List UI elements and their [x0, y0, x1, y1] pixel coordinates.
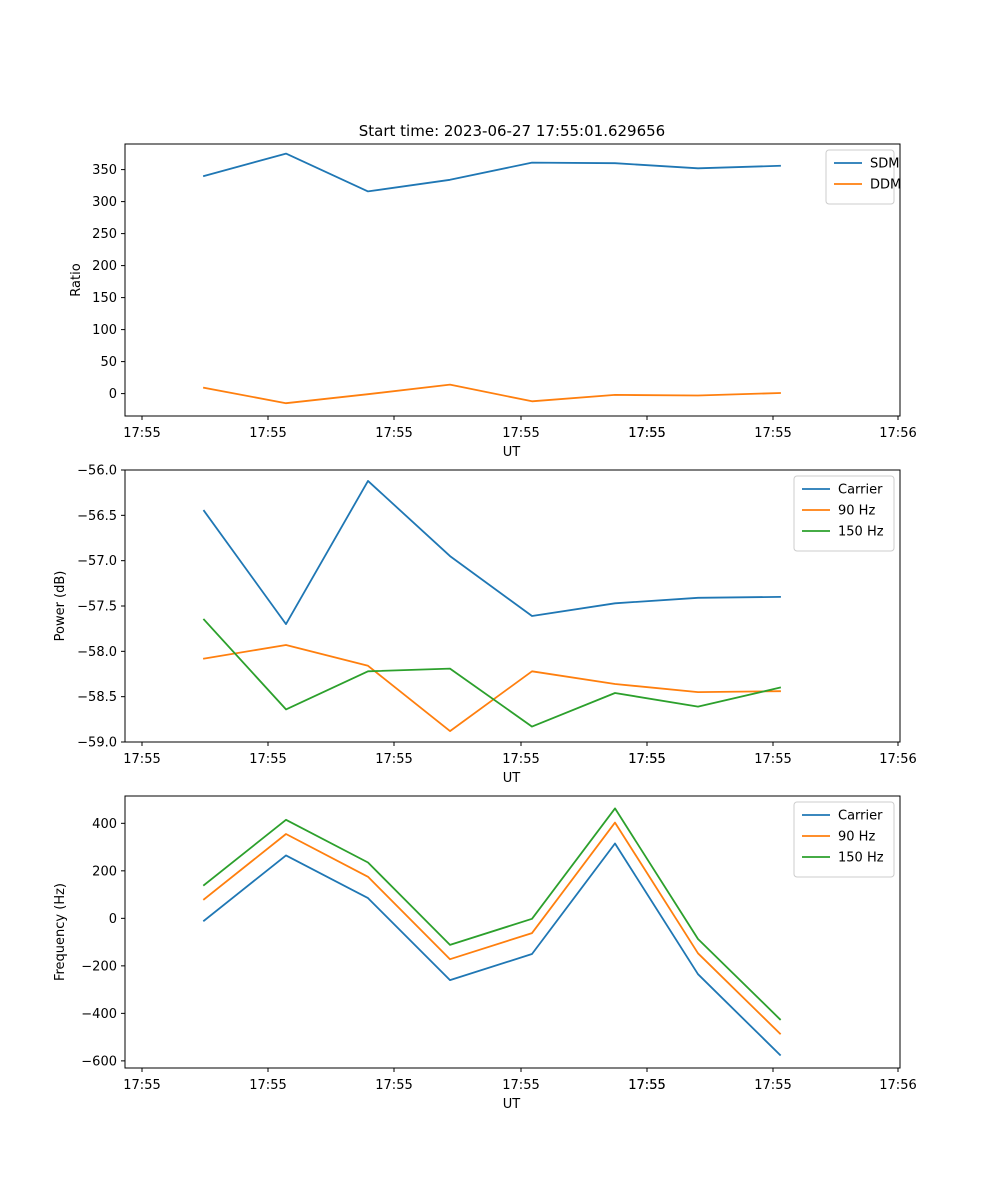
x-tick-label: 17:55: [628, 752, 665, 767]
subplot-3: −600 −400 −200 0 200 400 17:55 17:55 17:55 17:55 1…: [53, 795, 917, 1112]
x-tick-label: 17:56: [879, 752, 916, 767]
legend: Carrier 90 Hz 150 Hz: [793, 475, 895, 552]
y-tick-label: −57.0: [77, 554, 117, 569]
legend-entry-label: 150 Hz: [838, 851, 884, 866]
x-tick-label: 17:55: [249, 752, 286, 767]
subplot-2: −59.0 −58.5 −58.0 −57.5 −57.0 −56.5 −56.0 17:55…: [53, 464, 917, 787]
x-tick-label: 17:55: [628, 426, 665, 441]
x-tick-label: 17:55: [375, 752, 412, 767]
y-tick-label: 150: [92, 291, 117, 306]
y-tick-label: 0: [109, 387, 117, 402]
x-tick-label: 17:55: [502, 752, 539, 767]
legend-entry-label: 90 Hz: [838, 830, 875, 845]
series-line-90-hz: [202, 821, 782, 1035]
legend-box: [793, 475, 895, 552]
series-line-ddm: [202, 383, 781, 405]
x-axis-label: UT: [503, 445, 521, 460]
x-tick-label: 17:55: [754, 1078, 791, 1093]
x-tick-label: 17:55: [249, 426, 286, 441]
legend-entry-label: DDM: [870, 178, 901, 193]
x-tick-label: 17:55: [754, 752, 791, 767]
x-axis-label: UT: [503, 771, 521, 786]
x-tick-label: 17:55: [123, 426, 160, 441]
y-axis-label: Frequency (Hz): [53, 883, 68, 981]
y-tick-label: 350: [92, 163, 117, 178]
y-tick-label: 300: [92, 195, 117, 210]
x-tick-label: 17:55: [628, 1078, 665, 1093]
legend: Carrier 90 Hz 150 Hz: [793, 801, 895, 878]
y-tick-label: −59.0: [77, 736, 117, 751]
x-tick-label: 17:55: [249, 1078, 286, 1093]
y-tick-label: 200: [92, 259, 117, 274]
x-tick-label: 17:55: [375, 426, 412, 441]
x-tick-label: 17:55: [123, 752, 160, 767]
y-tick-label: 200: [92, 864, 117, 879]
series-line-90-hz: [202, 644, 781, 732]
axes-frame: [124, 795, 901, 1069]
legend-box: [793, 801, 895, 878]
axes-frame: [124, 143, 901, 417]
legend-entry-label: Carrier: [838, 809, 883, 824]
legend-entry-label: 150 Hz: [838, 525, 884, 540]
x-tick-label: 17:55: [375, 1078, 412, 1093]
y-tick-label: 50: [100, 355, 117, 370]
legend-entry-label: Carrier: [838, 483, 883, 498]
x-axis-label: UT: [503, 1097, 521, 1112]
y-tick-label: −200: [81, 959, 117, 974]
x-tick-label: 17:56: [879, 426, 916, 441]
y-tick-label: 250: [92, 227, 117, 242]
y-axis-label: Power (dB): [53, 571, 68, 642]
y-tick-label: −56.0: [77, 464, 117, 479]
y-tick-label: 100: [92, 323, 117, 338]
y-tick-label: −400: [81, 1007, 117, 1022]
x-tick-label: 17:55: [502, 1078, 539, 1093]
y-tick-label: −58.0: [77, 645, 117, 660]
series-line-150-hz: [202, 618, 782, 728]
x-tick-label: 17:55: [754, 426, 791, 441]
x-tick-label: 17:55: [502, 426, 539, 441]
x-tick-label: 17:55: [123, 1078, 160, 1093]
y-tick-label: −56.5: [77, 509, 117, 524]
y-tick-label: −57.5: [77, 600, 117, 615]
x-tick-label: 17:55: [628, 426, 665, 441]
x-tick-label: 17:56: [879, 1078, 916, 1093]
x-tick-label: 17:55: [628, 1078, 665, 1093]
subplot-1: 0 50 100 150 200 250 300 350 17:55 17:55 17:55 17:5…: [69, 143, 917, 460]
y-tick-label: 400: [92, 817, 117, 832]
series-line-sdm: [202, 152, 781, 193]
figure-title: Start time: 2023-06-27 17:55:01.629656: [359, 122, 665, 140]
series-line-carrier: [202, 479, 781, 625]
y-tick-label: −600: [81, 1054, 117, 1069]
series-line-150-hz: [202, 807, 782, 1021]
y-axis-label: Ratio: [69, 263, 84, 296]
x-tick-label: 17:55: [628, 752, 665, 767]
legend-entry-label: 90 Hz: [838, 504, 875, 519]
legend: SDM DDM: [825, 149, 901, 205]
legend-entry-label: SDM: [870, 157, 899, 172]
y-tick-label: 0: [109, 912, 117, 927]
series-line-carrier: [202, 842, 782, 1057]
subplots: 0 50 100 150 200 250 300 350 17:55 17:55 17:55 17:5…: [53, 143, 917, 1112]
y-tick-label: −58.5: [77, 690, 117, 705]
